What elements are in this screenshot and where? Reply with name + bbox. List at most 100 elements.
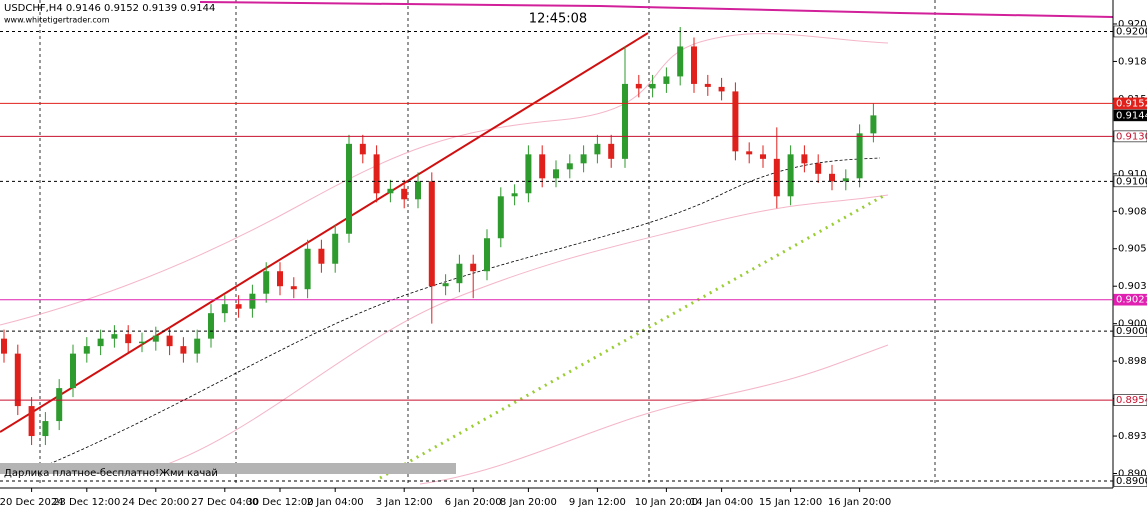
candle-body (842, 178, 849, 182)
candle-body (773, 158, 780, 197)
candle-body (387, 188, 394, 194)
candle-body (787, 154, 794, 197)
candle-body (28, 406, 35, 437)
price-label: 0.9021 (1116, 295, 1147, 306)
moving-average (39, 157, 881, 469)
x-tick-label: 23 Dec 12:00 (53, 497, 120, 508)
candle-body (97, 338, 104, 347)
candle-body (497, 196, 504, 239)
clock: 12:45:08 (529, 12, 587, 27)
candle-body (856, 133, 863, 179)
price-label-box (1113, 130, 1147, 143)
candle-body (691, 46, 697, 84)
candle-body (401, 188, 408, 200)
candle-body (635, 83, 642, 89)
candle-body (208, 313, 214, 339)
price-label-box (1113, 325, 1147, 337)
candle-body (470, 263, 477, 272)
price-label-box (1113, 475, 1147, 487)
candle-body (152, 335, 159, 342)
x-tick-label: 15 Jan 12:00 (759, 497, 822, 508)
candle-body (235, 304, 242, 309)
candle-body (249, 293, 256, 309)
price-label: 0.9144 (1116, 110, 1147, 121)
trend-line (0, 32, 649, 433)
y-tick-label: 0.9055 (1118, 244, 1147, 255)
price-label: 0.8900 (1116, 476, 1147, 487)
candle-body (428, 181, 435, 287)
candle-body (359, 143, 366, 155)
price-label: 0.8954 (1116, 395, 1147, 406)
y-tick-label: 0.8905 (1118, 469, 1147, 480)
x-tick-label: 2 Jan 04:00 (307, 497, 364, 508)
candle-body (373, 154, 380, 194)
candle-body (732, 91, 739, 152)
candle-body (70, 353, 76, 389)
candle-body (829, 173, 835, 182)
candle-body (139, 341, 145, 344)
banner-text: Дарлика платное-бесплатно!Жми качай (4, 468, 218, 479)
candle-body (649, 83, 656, 89)
x-tick-label: 6 Jan 20:00 (445, 497, 502, 508)
y-tick-label: 0.9005 (1118, 319, 1147, 330)
price-label-box (1113, 293, 1147, 306)
x-tick-label: 20 Dec 2024 (0, 497, 64, 508)
chart-title: USDCHF,H4 0.9146 0.9152 0.9139 0.9144 (4, 3, 215, 14)
x-tick-label: 10 Jan 20:00 (635, 497, 698, 508)
price-label-box (1113, 175, 1147, 188)
x-tick-label: 9 Jan 12:00 (569, 497, 626, 508)
candle-body (277, 271, 283, 287)
candle-body (525, 154, 532, 194)
candle-body (111, 334, 118, 339)
candle-body (125, 334, 132, 344)
candle-body (180, 346, 187, 354)
bands (0, 33, 889, 485)
x-tick-label: 30 Dec 12:00 (246, 497, 313, 508)
x-tick-label: 16 Jan 20:00 (828, 497, 891, 508)
candle-body (346, 143, 352, 234)
candle-body (304, 248, 311, 290)
candle-body (511, 193, 518, 197)
price-label-box (1113, 25, 1147, 38)
x-tick-label: 3 Jan 12:00 (376, 497, 433, 508)
candle-body (194, 338, 201, 354)
candle-body (801, 154, 808, 164)
y-tick-label: 0.9205 (1118, 19, 1147, 30)
candle-body (456, 263, 463, 284)
price-label: 0.9152 (1116, 98, 1147, 109)
upper-line (199, 1, 1114, 18)
candle-body (415, 181, 421, 200)
candle-body (553, 169, 559, 179)
price-label-box (1113, 394, 1147, 406)
candle-body (580, 154, 587, 164)
candle-body (484, 238, 490, 272)
x-tick-label: 27 Dec 04:00 (191, 497, 258, 508)
candle-body (622, 83, 628, 159)
candle-body (290, 286, 297, 290)
watermark: www.whitetigertrader.com (4, 16, 110, 25)
price-label-box (1113, 97, 1147, 110)
candle-body (746, 151, 753, 155)
candle-body (318, 248, 325, 264)
candle-body (442, 283, 449, 287)
candle-body (718, 86, 725, 92)
candle-body (221, 304, 228, 314)
candle-body (594, 143, 601, 155)
candle-body (663, 76, 670, 84)
candle-body (332, 233, 339, 264)
candle-body (566, 163, 573, 170)
y-tick-label: 0.9105 (1118, 169, 1147, 180)
candle-body (263, 271, 270, 294)
vertical-grid (39, 0, 936, 484)
x-tick-label: 24 Dec 20:00 (122, 497, 189, 508)
candle-body (56, 388, 63, 422)
